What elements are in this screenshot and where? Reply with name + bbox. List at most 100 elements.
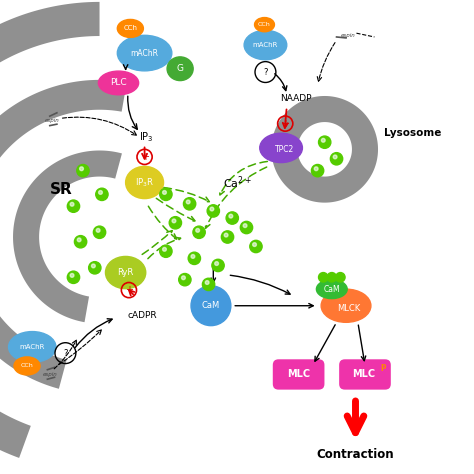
Circle shape — [191, 255, 195, 258]
Circle shape — [91, 264, 95, 268]
Ellipse shape — [126, 166, 164, 199]
Circle shape — [229, 214, 233, 218]
Ellipse shape — [14, 357, 40, 375]
Ellipse shape — [167, 57, 193, 81]
Text: NAADP: NAADP — [281, 94, 312, 102]
Text: IP$_3$: IP$_3$ — [139, 130, 153, 145]
Circle shape — [314, 167, 318, 171]
Ellipse shape — [105, 256, 146, 289]
Text: CaM: CaM — [323, 285, 340, 293]
Ellipse shape — [118, 19, 143, 37]
Circle shape — [336, 273, 345, 282]
Circle shape — [210, 207, 214, 211]
FancyBboxPatch shape — [339, 359, 391, 390]
Circle shape — [96, 188, 108, 201]
Text: +: + — [125, 285, 133, 295]
Circle shape — [207, 205, 219, 217]
Text: espin: espin — [42, 372, 57, 377]
Circle shape — [172, 219, 176, 223]
Text: espin: espin — [341, 33, 356, 38]
Text: +: + — [281, 118, 289, 128]
Text: MLCK: MLCK — [337, 304, 360, 312]
FancyBboxPatch shape — [273, 359, 324, 390]
Circle shape — [163, 247, 166, 251]
Text: mAChR: mAChR — [19, 344, 45, 350]
Text: Contraction: Contraction — [317, 447, 394, 461]
Circle shape — [240, 221, 253, 234]
Text: +: + — [141, 152, 148, 162]
Circle shape — [169, 217, 182, 229]
Circle shape — [188, 252, 201, 264]
Circle shape — [70, 202, 74, 206]
Ellipse shape — [321, 289, 371, 322]
Ellipse shape — [316, 280, 347, 299]
Text: IP$_3$R: IP$_3$R — [135, 176, 154, 189]
Circle shape — [319, 136, 331, 148]
Circle shape — [70, 273, 74, 277]
Circle shape — [205, 281, 209, 284]
Circle shape — [327, 273, 337, 282]
Text: MLC: MLC — [352, 369, 375, 380]
Ellipse shape — [255, 18, 274, 32]
Text: MLC: MLC — [287, 369, 310, 380]
Text: mAChR: mAChR — [253, 42, 278, 48]
Circle shape — [202, 278, 215, 291]
Ellipse shape — [244, 30, 287, 60]
Circle shape — [80, 167, 83, 171]
Circle shape — [215, 262, 219, 265]
Circle shape — [67, 271, 80, 283]
Circle shape — [333, 155, 337, 159]
Text: TPC2: TPC2 — [275, 145, 294, 154]
Ellipse shape — [260, 133, 302, 163]
Circle shape — [193, 226, 205, 238]
Text: CCh: CCh — [21, 364, 33, 368]
Circle shape — [253, 243, 256, 246]
Text: p: p — [380, 363, 386, 371]
Circle shape — [160, 188, 172, 201]
Text: CCh: CCh — [258, 22, 271, 27]
Text: Ca$^{2+}$: Ca$^{2+}$ — [223, 174, 251, 191]
Circle shape — [191, 286, 231, 326]
Polygon shape — [0, 80, 127, 389]
Text: CaM: CaM — [202, 301, 220, 310]
Circle shape — [160, 245, 172, 257]
Circle shape — [183, 198, 196, 210]
Circle shape — [212, 259, 224, 272]
Circle shape — [74, 236, 87, 248]
Circle shape — [224, 233, 228, 237]
Text: espin: espin — [45, 118, 60, 123]
Circle shape — [93, 226, 106, 238]
Circle shape — [99, 191, 102, 194]
Circle shape — [186, 200, 190, 204]
Polygon shape — [13, 151, 122, 322]
Ellipse shape — [9, 332, 56, 362]
Circle shape — [250, 240, 262, 253]
Text: mAChR: mAChR — [130, 49, 159, 57]
Circle shape — [319, 273, 328, 282]
Circle shape — [89, 262, 101, 274]
Polygon shape — [0, 2, 100, 458]
Circle shape — [163, 191, 166, 194]
Ellipse shape — [117, 36, 172, 71]
Circle shape — [182, 276, 185, 280]
Circle shape — [179, 273, 191, 286]
Circle shape — [243, 224, 247, 228]
Text: ?: ? — [263, 68, 268, 76]
Circle shape — [196, 228, 200, 232]
Circle shape — [77, 164, 89, 177]
Text: Lysosome: Lysosome — [383, 128, 441, 138]
Circle shape — [311, 164, 324, 177]
Circle shape — [221, 231, 234, 243]
Ellipse shape — [98, 71, 138, 95]
Circle shape — [226, 212, 238, 224]
Text: RyR: RyR — [118, 268, 134, 277]
Text: CCh: CCh — [123, 26, 137, 31]
Text: cADPR: cADPR — [128, 311, 157, 319]
Polygon shape — [272, 96, 378, 202]
Circle shape — [321, 138, 325, 142]
Text: G: G — [177, 64, 183, 73]
Text: SR: SR — [50, 182, 73, 197]
Text: PLC: PLC — [110, 79, 127, 87]
Text: ?: ? — [63, 349, 68, 357]
Circle shape — [77, 238, 81, 242]
